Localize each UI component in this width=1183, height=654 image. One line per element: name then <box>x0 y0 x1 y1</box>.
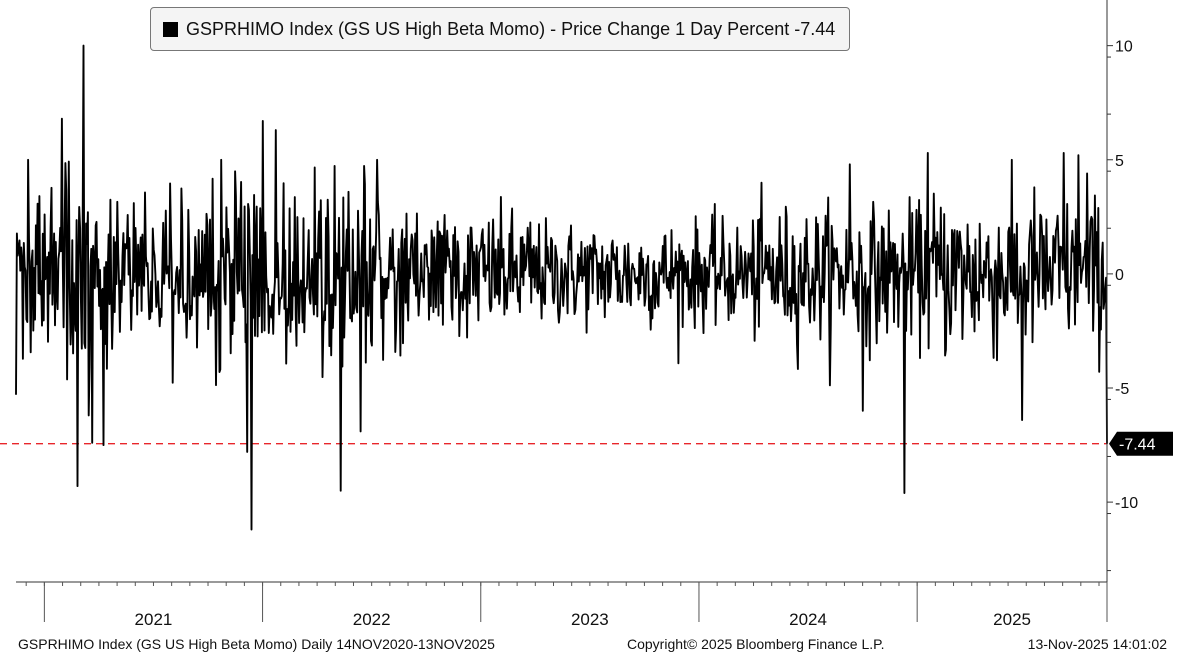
year-label: 2024 <box>789 610 827 629</box>
y-tick-label: 0 <box>1115 267 1124 284</box>
footer-copyright: Copyright© 2025 Bloomberg Finance L.P. <box>627 636 885 652</box>
year-label: 2021 <box>135 610 173 629</box>
footer-timestamp: 13-Nov-2025 14:01:02 <box>1027 636 1167 652</box>
x-ticks: 2021 2022 2023 2024 2025 <box>25 582 1108 629</box>
y-tick-label: -5 <box>1115 381 1129 398</box>
footer-source: GSPRHIMO Index (GS US High Beta Momo) Da… <box>18 636 495 652</box>
year-label: 2025 <box>993 610 1031 629</box>
y-ticks: -10 -5 0 5 10 <box>1107 39 1138 572</box>
y-tick-label: 5 <box>1115 153 1124 170</box>
year-label: 2023 <box>571 610 609 629</box>
last-value-label: -7.44 <box>1119 437 1156 454</box>
y-tick-label: 10 <box>1115 39 1133 56</box>
legend: GSPRHIMO Index (GS US High Beta Momo) - … <box>150 7 851 51</box>
last-value-badge-shape <box>1109 431 1173 456</box>
chart-title: GSPRHIMO Index (GS US High Beta Momo) - … <box>186 18 836 39</box>
last-value-badge: -7.44 <box>1109 431 1173 456</box>
year-label: 2022 <box>353 610 391 629</box>
legend-swatch <box>163 21 178 37</box>
y-tick-label: -10 <box>1115 495 1138 512</box>
series-line <box>15 44 1108 531</box>
